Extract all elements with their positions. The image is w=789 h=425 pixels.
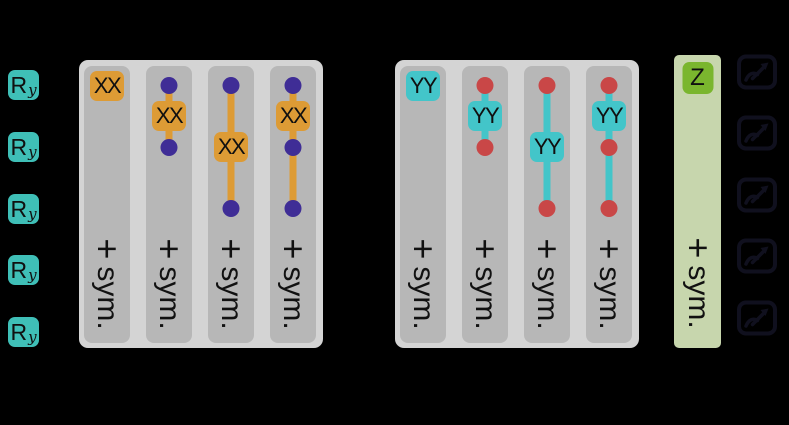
sym-text: sym. bbox=[407, 266, 440, 330]
plus-sym-label: + sym. bbox=[589, 238, 630, 330]
ry-gate-subscript: y bbox=[28, 205, 37, 223]
sym-text: sym. bbox=[153, 266, 186, 330]
ry-gate-label: R bbox=[10, 133, 28, 160]
yy-coupling-dot bbox=[600, 138, 618, 156]
yy-gate-label: YY bbox=[595, 103, 624, 129]
xx-gate-label: XX bbox=[279, 103, 308, 129]
plus-sym-label: + sym. bbox=[527, 238, 568, 330]
yy-gate-label: YY bbox=[471, 103, 500, 129]
yy-gate-box: YY bbox=[592, 101, 626, 132]
plus-sign: + bbox=[677, 237, 719, 259]
xx-sym-panel: XX + sym. XX + sym. XX + sym. XX + sym. bbox=[79, 60, 323, 348]
plus-sign: + bbox=[527, 238, 568, 260]
xx-gate-box: XX bbox=[276, 101, 310, 132]
xx-coupling-dot bbox=[284, 138, 302, 156]
yy-sym-panel: YY + sym. YY + sym. YY + sym. YY + sym. bbox=[395, 60, 639, 348]
ry-gate-label: R bbox=[10, 195, 28, 222]
sym-text: sym. bbox=[469, 266, 502, 330]
plus-sym-label: + sym. bbox=[465, 238, 506, 330]
yy-coupling-dot bbox=[600, 200, 618, 217]
sym-text: sym. bbox=[531, 266, 564, 330]
xx-coupling-dot bbox=[160, 138, 178, 156]
plus-sym-label: + sym. bbox=[677, 237, 719, 329]
yy-coupling-dot bbox=[538, 77, 556, 94]
yy-gate-box: YY bbox=[468, 101, 502, 132]
plus-sign: + bbox=[465, 238, 506, 260]
yy-gate-box: YY bbox=[406, 70, 440, 101]
xx-gate-label: XX bbox=[217, 134, 246, 159]
sym-text: sym. bbox=[593, 266, 626, 330]
sym-text: sym. bbox=[277, 266, 310, 330]
yy-column-2: YY + sym. bbox=[462, 66, 508, 343]
xx-column-2: XX + sym. bbox=[146, 66, 192, 343]
ry-gate-label: R bbox=[10, 256, 28, 283]
xx-gate-label: XX bbox=[93, 72, 122, 98]
yy-gate-label: YY bbox=[533, 134, 562, 159]
yy-gate-label: YY bbox=[409, 72, 438, 98]
measurement-gauge-icon bbox=[736, 53, 778, 91]
yy-column-4: YY + sym. bbox=[586, 66, 632, 343]
xx-column-1: XX + sym. bbox=[84, 66, 130, 343]
plus-sign: + bbox=[403, 238, 444, 260]
measurement-gauge-icon bbox=[736, 299, 778, 337]
plus-sym-label: + sym. bbox=[149, 238, 190, 330]
xx-gate-label: XX bbox=[155, 103, 184, 129]
yy-coupling-dot bbox=[538, 200, 556, 217]
z-sym-column: Z + sym. bbox=[674, 55, 721, 348]
xx-coupling-dot bbox=[222, 200, 240, 217]
sym-text: sym. bbox=[215, 266, 248, 330]
measurement-gauge-icon bbox=[736, 176, 778, 214]
ry-gate-label: R bbox=[10, 318, 28, 345]
plus-sign: + bbox=[149, 238, 190, 260]
plus-sign: + bbox=[211, 238, 252, 260]
plus-sign: + bbox=[273, 238, 314, 260]
z-gate-label: Z bbox=[690, 64, 705, 91]
ry-gate-subscript: y bbox=[28, 81, 37, 99]
plus-sign: + bbox=[589, 238, 630, 260]
ry-gate-subscript: y bbox=[28, 328, 37, 346]
plus-sym-label: + sym. bbox=[403, 238, 444, 330]
xx-gate-box: XX bbox=[152, 101, 186, 132]
z-gate-box: Z bbox=[682, 62, 713, 94]
plus-sign: + bbox=[87, 238, 128, 260]
yy-gate-box: YY bbox=[530, 132, 564, 162]
xx-coupling-dot bbox=[284, 200, 302, 217]
xx-coupling-dot bbox=[222, 77, 240, 94]
yy-coupling-dot bbox=[476, 138, 494, 156]
ry-gate-subscript: y bbox=[28, 266, 37, 284]
yy-coupling-dot bbox=[600, 77, 618, 94]
plus-sym-label: + sym. bbox=[273, 238, 314, 330]
ry-gate-label: R bbox=[10, 71, 28, 98]
ry-gate-subscript: y bbox=[28, 143, 37, 161]
xx-coupling-dot bbox=[160, 77, 178, 94]
plus-sym-label: + sym. bbox=[87, 238, 128, 330]
xx-column-4: XX + sym. bbox=[270, 66, 316, 343]
yy-column-3: YY + sym. bbox=[524, 66, 570, 343]
yy-coupling-dot bbox=[476, 77, 494, 94]
plus-sym-label: + sym. bbox=[211, 238, 252, 330]
sym-text: sym. bbox=[91, 266, 124, 330]
xx-column-3: XX + sym. bbox=[208, 66, 254, 343]
xx-gate-box: XX bbox=[90, 70, 124, 101]
xx-coupling-dot bbox=[284, 77, 302, 94]
yy-column-1: YY + sym. bbox=[400, 66, 446, 343]
measurement-gauge-icon bbox=[736, 114, 778, 152]
xx-gate-box: XX bbox=[214, 132, 248, 162]
measurement-gauge-icon bbox=[736, 237, 778, 275]
sym-text: sym. bbox=[681, 265, 715, 329]
